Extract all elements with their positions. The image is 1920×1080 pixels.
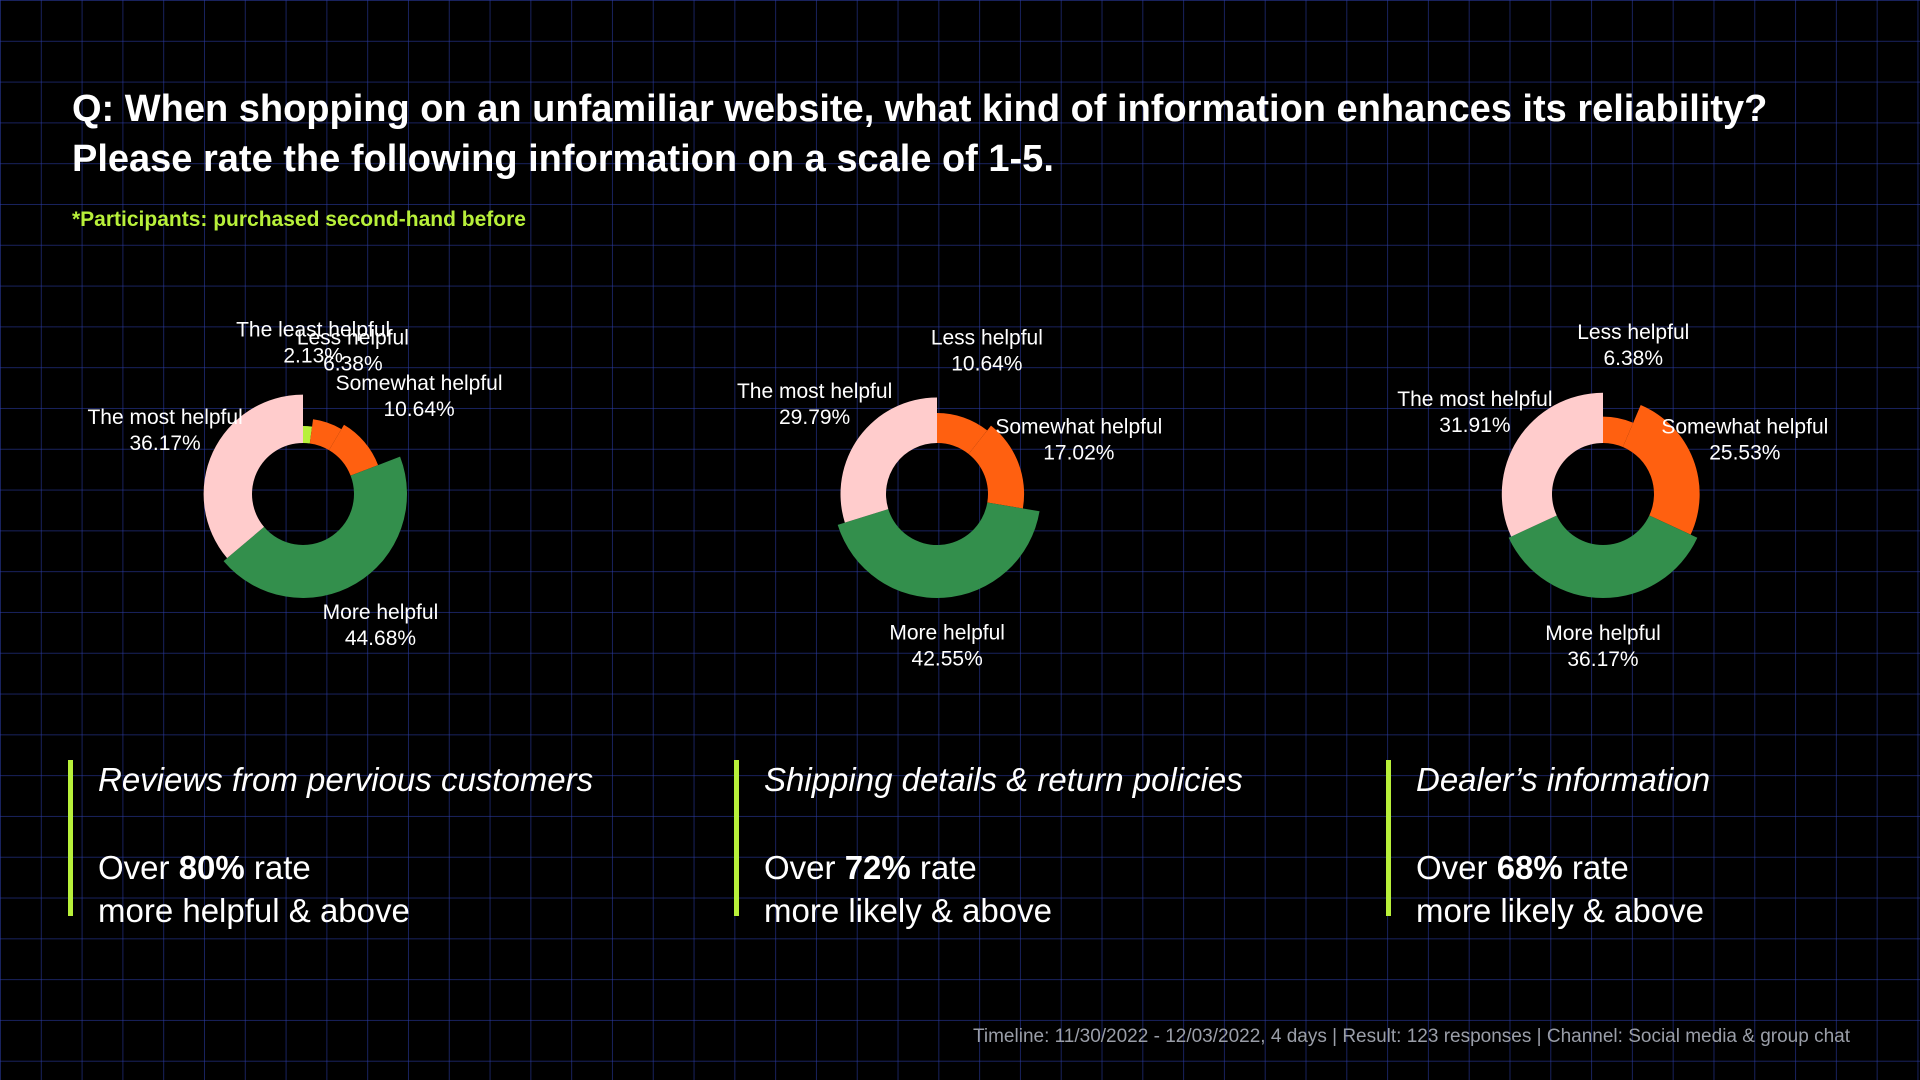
- slice-the-most-helpful: [203, 394, 303, 559]
- slice-label-the-most-helpful: The most helpful 29.79%: [737, 380, 892, 429]
- accent-bar: [68, 760, 73, 916]
- stat-percent: 80%: [178, 849, 245, 886]
- participants-note: *Participants: purchased second-hand bef…: [72, 208, 526, 231]
- slice-the-most-helpful: [1501, 392, 1603, 537]
- slice-somewhat-helpful: [328, 424, 379, 476]
- slice-label-the-least-helpful: The least helpful 2.13%: [236, 318, 390, 367]
- slice-label-somewhat-helpful: Somewhat helpful 25.53%: [1661, 415, 1828, 464]
- summary-stat: Over 72% rate more likely & above: [764, 846, 1052, 932]
- slice-label-less-helpful: Less helpful 10.64%: [931, 326, 1043, 375]
- accent-bar: [1386, 760, 1391, 916]
- slice-label-more-helpful: More helpful 36.17%: [1545, 622, 1661, 671]
- slice-less-helpful: [309, 419, 342, 451]
- stat-percent: 68%: [1496, 849, 1563, 886]
- slice-label-more-helpful: More helpful 44.68%: [323, 601, 439, 650]
- page-title: Q: When shopping on an unfamiliar websit…: [72, 88, 1768, 180]
- donut-charts: The least helpful 2.13% Less helpful 6.38% S…: [0, 290, 1920, 690]
- footer-meta: Timeline: 11/30/2022 - 12/03/2022, 4 day…: [972, 1026, 1850, 1047]
- slice-the-least-helpful: [303, 425, 313, 444]
- stat-prefix: Over: [764, 849, 836, 886]
- slice-more-helpful: [837, 502, 1040, 599]
- stat-line2: more likely & above: [764, 892, 1052, 929]
- slice-the-most-helpful: [840, 397, 937, 523]
- slice-less-helpful: [937, 412, 988, 454]
- stat-line2: more likely & above: [1416, 892, 1704, 929]
- stat-percent: 72%: [844, 849, 911, 886]
- slice-more-helpful: [1508, 515, 1698, 599]
- slice-label-somewhat-helpful: Somewhat helpful 10.64%: [336, 372, 503, 421]
- slice-label-less-helpful: Less helpful 6.38%: [1577, 321, 1689, 370]
- stat-prefix: Over: [98, 849, 170, 886]
- slice-somewhat-helpful: [1622, 405, 1700, 535]
- slice-somewhat-helpful: [968, 425, 1025, 509]
- stat-suffix: rate: [919, 849, 977, 886]
- slice-label-more-helpful: More helpful 42.55%: [889, 622, 1005, 671]
- donut-chart-reviews-from-pervious-customers: The least helpful 2.13%Less helpful 6.38%S…: [87, 318, 502, 649]
- stat-line2: more helpful & above: [98, 892, 410, 929]
- summary-caption: Shipping details & return policies: [764, 761, 1243, 798]
- slice-label-the-most-helpful: The most helpful 31.91%: [1397, 388, 1552, 437]
- accent-bar: [734, 760, 739, 916]
- donut-chart-dealer-s-information: Less helpful 6.38% Somewhat helpful 25.53% M…: [1397, 321, 1828, 671]
- summary-caption: Reviews from pervious customers: [98, 761, 594, 798]
- slice-label-less-helpful: Less helpful 6.38%: [297, 326, 409, 375]
- stat-suffix: rate: [1571, 849, 1629, 886]
- slice-less-helpful: [1603, 416, 1634, 448]
- slice-label-somewhat-helpful: Somewhat helpful 17.02%: [995, 415, 1162, 464]
- donut-chart-shipping-details-return-policies: Less helpful 10.64% Somewhat helpful 17.02%…: [737, 326, 1162, 670]
- stat-suffix: rate: [253, 849, 311, 886]
- summary-stat: Over 80% rate more helpful & above: [98, 846, 410, 932]
- slice-label-the-most-helpful: The most helpful 36.17%: [87, 406, 242, 455]
- summary-caption: Dealer’s information: [1416, 761, 1711, 798]
- summary-stat: Over 68% rate more likely & above: [1416, 846, 1704, 932]
- donut-charts-svg: The least helpful 2.13%Less helpful 6.38%S…: [87, 318, 1828, 671]
- stat-prefix: Over: [1416, 849, 1488, 886]
- slice-more-helpful: [223, 456, 408, 598]
